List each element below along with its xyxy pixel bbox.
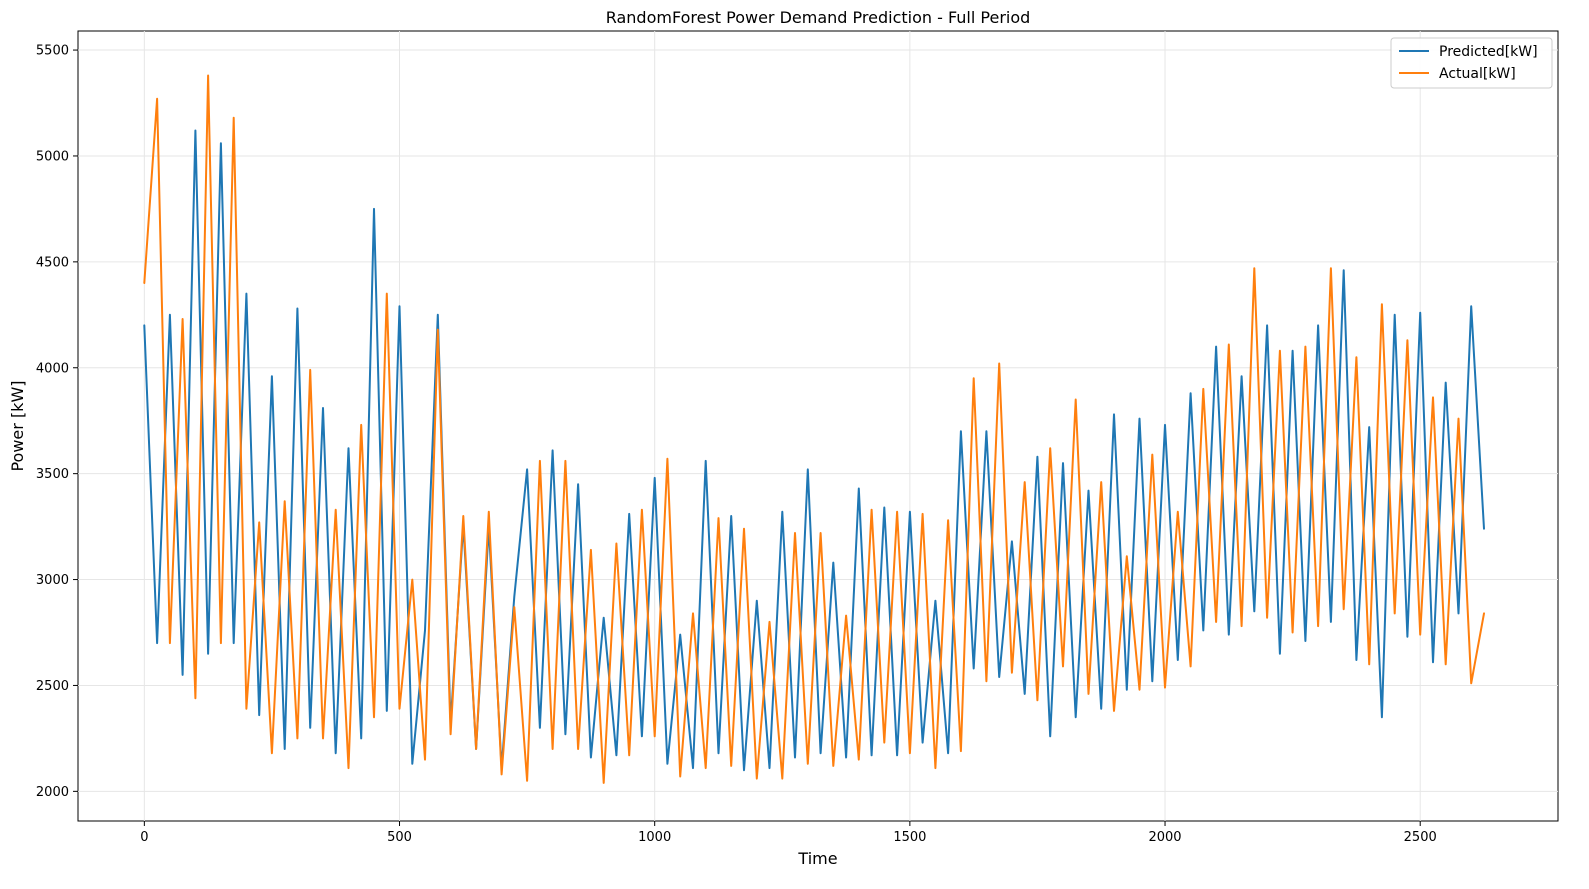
y-tick-label: 5500 [36,44,69,59]
series-line-predicted [143,129,1485,772]
x-tick-label: 2000 [1148,830,1181,845]
chart-title: RandomForest Power Demand Prediction - F… [606,8,1031,27]
series-layer [143,74,1485,784]
x-tick-label: 1000 [638,830,671,845]
x-tick-label: 0 [140,830,148,845]
x-tick-label: 2500 [1404,830,1437,845]
y-tick-label: 4000 [36,361,69,376]
legend-label-predicted: Predicted[kW] [1439,44,1538,60]
y-tick-label: 3500 [36,467,69,482]
y-tick-label: 5000 [36,149,69,164]
legend-box [1390,37,1553,89]
y-tick-label: 2000 [36,785,69,800]
legend-label-actual: Actual[kW] [1439,66,1516,82]
y-tick-label: 2500 [36,679,69,694]
plot-frame [77,30,1559,822]
x-tick-label: 1500 [893,830,926,845]
y-axis-title: Power [kW] [8,380,27,471]
series-line-actual [143,74,1485,784]
y-tick-label: 3000 [36,573,69,588]
y-tick-label: 4500 [36,255,69,270]
tick-layer: 0 500 1000 1500 2000 2500 2000 2500 3000 3500 4000… [36,44,1437,845]
legend: Predicted[kW] Actual[kW] [1390,37,1553,89]
x-axis-title: Time [797,849,837,868]
x-tick-label: 500 [387,830,412,845]
